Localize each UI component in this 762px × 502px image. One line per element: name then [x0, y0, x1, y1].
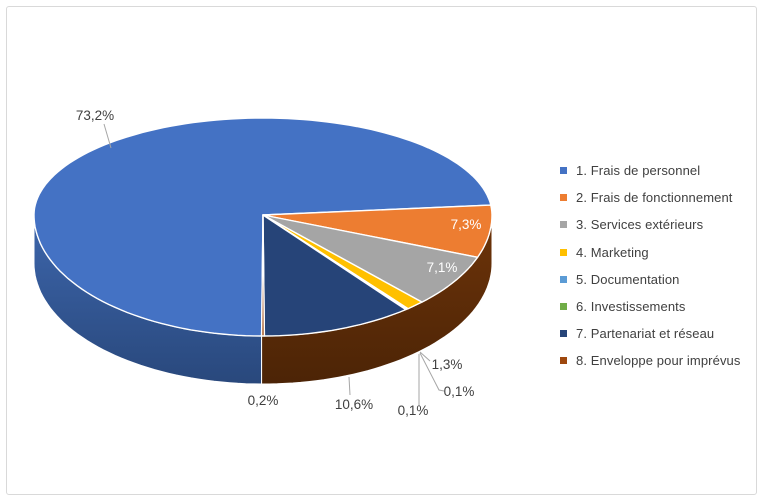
legend-label: 1. Frais de personnel — [576, 163, 701, 179]
legend-label: 8. Enveloppe pour imprévus — [576, 353, 741, 369]
legend-label: 5. Documentation — [576, 271, 680, 287]
leader-line-5 — [419, 352, 445, 392]
leader-line-4 — [419, 351, 431, 362]
pie-slice-3[interactable] — [262, 214, 479, 303]
legend-item-1[interactable]: 1. Frais de personnel — [560, 157, 740, 184]
legend-swatch-icon — [560, 167, 567, 175]
pie-slice-2[interactable] — [262, 204, 493, 258]
legend-swatch-icon — [560, 275, 567, 283]
data-label-6: 0,1% — [398, 403, 429, 418]
legend-swatch-icon — [560, 221, 567, 229]
pie-rim-group — [33, 214, 493, 385]
legend-label: 4. Marketing — [576, 244, 649, 260]
legend: 1. Frais de personnel 2. Frais de fonctio… — [560, 157, 740, 375]
pie-labels-group: 73,2% 7,3% 7,1% 1,3% 0,1% 0,1% 10,6% 0,2% — [76, 108, 482, 418]
legend-item-8[interactable]: 8. Enveloppe pour imprévus — [560, 347, 740, 374]
legend-item-3[interactable]: 3. Services extérieurs — [560, 211, 740, 238]
data-label-3: 7,1% — [427, 260, 458, 275]
legend-label: 2. Frais de fonctionnement — [576, 190, 733, 206]
pie-slice-7[interactable] — [262, 214, 407, 337]
legend-label: 7. Partenariat et réseau — [576, 326, 715, 342]
data-label-5: 0,1% — [444, 384, 475, 399]
legend-swatch-icon — [560, 248, 567, 256]
data-label-2: 7,3% — [451, 217, 482, 232]
legend-label: 3. Services extérieurs — [576, 217, 704, 233]
data-label-7: 10,6% — [335, 397, 373, 412]
leader-line-1 — [103, 123, 112, 149]
legend-item-5[interactable]: 5. Documentation — [560, 266, 740, 293]
legend-item-4[interactable]: 4. Marketing — [560, 239, 740, 266]
legend-swatch-icon — [560, 303, 567, 311]
pie-slices-group — [33, 117, 493, 337]
legend-item-7[interactable]: 7. Partenariat et réseau — [560, 320, 740, 347]
legend-item-2[interactable]: 2. Frais de fonctionnement — [560, 184, 740, 211]
legend-swatch-icon — [560, 330, 567, 338]
leader-line-7 — [348, 376, 351, 396]
data-label-4: 1,3% — [432, 357, 463, 372]
pie-slice-8[interactable] — [260, 214, 266, 337]
data-label-8: 0,2% — [248, 393, 279, 408]
data-label-1: 73,2% — [76, 108, 114, 123]
legend-label: 6. Investissements — [576, 299, 686, 315]
legend-item-6[interactable]: 6. Investissements — [560, 293, 740, 320]
legend-swatch-icon — [560, 194, 567, 202]
legend-swatch-icon — [560, 357, 567, 365]
